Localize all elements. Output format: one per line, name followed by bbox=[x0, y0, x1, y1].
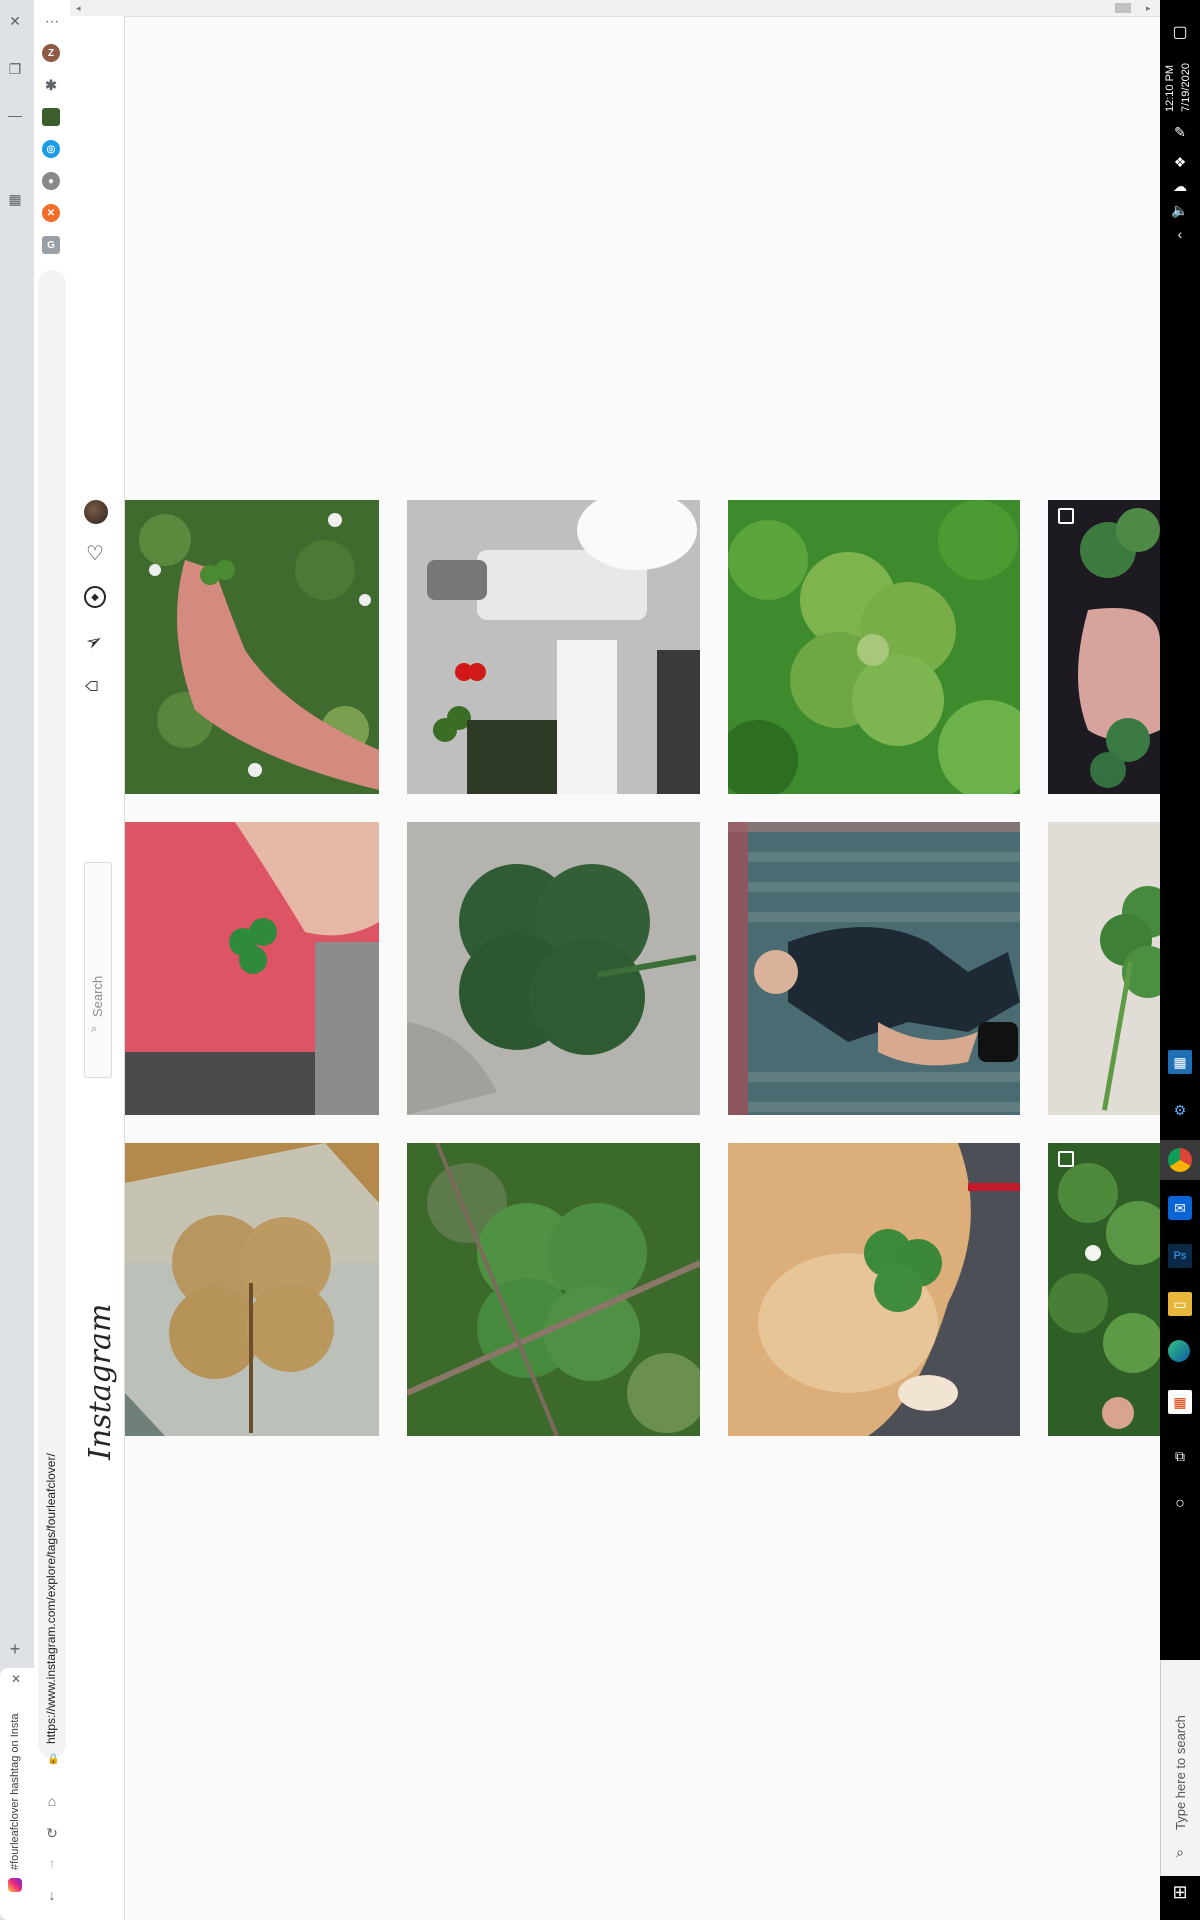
post-image bbox=[728, 822, 1020, 1115]
home-nav-icon[interactable]: ⌂ bbox=[77, 679, 103, 693]
post-image bbox=[125, 500, 379, 794]
volume-icon[interactable]: 🔈 bbox=[1171, 201, 1189, 218]
outlook-icon[interactable]: ✉ bbox=[1168, 1196, 1192, 1220]
tab-search-icon[interactable]: ▦ bbox=[8, 190, 22, 207]
cortana-icon[interactable]: ○ bbox=[1175, 1495, 1185, 1512]
search-icon: ⌕ bbox=[91, 1023, 98, 1035]
post-tile[interactable] bbox=[1048, 1143, 1160, 1436]
post-image bbox=[125, 1143, 379, 1436]
restore-window-icon[interactable]: ❐ bbox=[8, 60, 22, 77]
post-tile[interactable] bbox=[407, 1143, 700, 1436]
profile-avatar[interactable] bbox=[84, 500, 108, 524]
minimize-window-icon[interactable]: — bbox=[8, 107, 22, 123]
profile-avatar-icon[interactable]: Z bbox=[42, 44, 60, 62]
tab-title: #fourleafclover hashtag on Insta bbox=[9, 1713, 21, 1870]
search-icon: ⌕ bbox=[1176, 1843, 1184, 1860]
back-icon[interactable]: ↓ bbox=[48, 1887, 56, 1903]
action-center-icon[interactable]: ▢ bbox=[1172, 24, 1188, 41]
extension-picture-icon[interactable] bbox=[42, 108, 60, 126]
post-tile[interactable] bbox=[407, 500, 700, 794]
cloud-icon[interactable]: ☁ bbox=[1173, 177, 1187, 194]
explore-icon[interactable]: ◆ bbox=[84, 586, 106, 608]
close-window-icon[interactable]: ✕ bbox=[9, 12, 21, 29]
post-tile[interactable] bbox=[728, 1143, 1020, 1436]
extension-grey-icon[interactable]: ● bbox=[42, 172, 60, 190]
multi-post-icon bbox=[1058, 1151, 1074, 1167]
new-tab-button[interactable]: + bbox=[9, 1638, 21, 1659]
reload-icon[interactable]: ↻ bbox=[46, 1824, 58, 1841]
store-icon[interactable]: ▦ bbox=[1168, 1390, 1192, 1414]
close-tab-icon[interactable]: ✕ bbox=[10, 1672, 22, 1686]
task-view-icon[interactable]: ⧉ bbox=[1175, 1447, 1185, 1464]
browser-toolbar: ⋯ ↓ ↑ ↻ ⌂ https://www.instagram.com/expl… bbox=[34, 0, 71, 1920]
post-tile[interactable] bbox=[125, 500, 379, 794]
browser-tab-strip: ✕ ❐ — ▦ + bbox=[0, 0, 34, 1920]
app-settings-icon[interactable]: ⚙ bbox=[1173, 1101, 1187, 1118]
chrome-icon[interactable] bbox=[1168, 1148, 1192, 1172]
extension-orange-icon[interactable]: ✕ bbox=[42, 204, 60, 222]
file-explorer-icon[interactable]: ▭ bbox=[1168, 1292, 1192, 1316]
pen-icon[interactable]: ✎ bbox=[1174, 123, 1186, 140]
windows-start-icon[interactable]: ⊞ bbox=[1172, 1881, 1188, 1902]
post-image bbox=[728, 1143, 1020, 1436]
post-tile[interactable] bbox=[125, 1143, 379, 1436]
post-image bbox=[1048, 1143, 1160, 1436]
post-image bbox=[1048, 822, 1160, 1115]
taskbar-search-box[interactable]: Type here to search bbox=[1160, 1660, 1200, 1876]
scroll-right-icon[interactable]: ▸ bbox=[1146, 3, 1151, 13]
post-tile[interactable] bbox=[407, 822, 700, 1115]
windows-taskbar bbox=[1160, 0, 1200, 1920]
chevron-up-icon[interactable]: ‹ bbox=[1177, 226, 1183, 242]
clock-date[interactable]: 7/19/2020 bbox=[1180, 63, 1192, 112]
scroll-left-icon[interactable]: ◂ bbox=[76, 3, 81, 13]
instagram-header: Instagram Search ⌕ ♡ ◆ ➢ ⌂ bbox=[70, 16, 125, 1920]
extension-blue-icon[interactable]: ◎ bbox=[42, 140, 60, 158]
post-image bbox=[407, 822, 700, 1115]
edge-icon[interactable] bbox=[1168, 1340, 1190, 1362]
post-image bbox=[728, 500, 1020, 794]
instagram-favicon-icon bbox=[8, 1878, 22, 1892]
post-image bbox=[1048, 500, 1160, 794]
horizontal-scrollbar[interactable]: ◂ ▸ bbox=[70, 0, 1160, 17]
tab-active[interactable]: #fourleafclover hashtag on Insta ✕ bbox=[0, 1668, 34, 1920]
post-tile[interactable] bbox=[125, 822, 379, 1115]
post-tile[interactable] bbox=[1048, 822, 1160, 1115]
address-bar[interactable]: https://www.instagram.com/explore/tags/f… bbox=[38, 270, 66, 1765]
clock-time[interactable]: 12:10 PM bbox=[1164, 64, 1176, 112]
extensions-icon[interactable]: ✱ bbox=[45, 76, 57, 93]
post-tile[interactable] bbox=[728, 822, 1020, 1115]
post-image bbox=[407, 1143, 700, 1436]
dropbox-icon[interactable]: ❖ bbox=[1173, 153, 1187, 170]
instagram-logo[interactable]: Instagram bbox=[83, 1303, 118, 1460]
lock-icon: 🔒 bbox=[47, 1754, 60, 1765]
post-tile[interactable] bbox=[1048, 500, 1160, 794]
post-image bbox=[125, 822, 379, 1115]
menu-icon[interactable]: ⋯ bbox=[45, 12, 59, 29]
post-tile[interactable] bbox=[728, 500, 1020, 794]
post-image bbox=[407, 500, 700, 794]
extension-g-icon[interactable]: G bbox=[42, 236, 60, 254]
scroll-thumb[interactable] bbox=[1115, 3, 1131, 13]
activity-icon[interactable]: ♡ bbox=[86, 543, 104, 565]
taskbar-search-placeholder: Type here to search bbox=[1173, 1715, 1188, 1830]
search-placeholder: Search bbox=[90, 975, 105, 1017]
multi-post-icon bbox=[1058, 508, 1074, 524]
home-icon[interactable]: ⌂ bbox=[47, 1793, 57, 1809]
photoshop-icon[interactable]: Ps bbox=[1168, 1244, 1192, 1268]
search-input[interactable]: Search ⌕ bbox=[84, 862, 112, 1078]
forward-icon[interactable]: ↑ bbox=[48, 1855, 56, 1871]
app-calendar-icon[interactable]: ▦ bbox=[1168, 1050, 1192, 1074]
direct-icon[interactable]: ➢ bbox=[81, 628, 108, 656]
url-text[interactable]: https://www.instagram.com/explore/tags/f… bbox=[44, 1453, 58, 1744]
